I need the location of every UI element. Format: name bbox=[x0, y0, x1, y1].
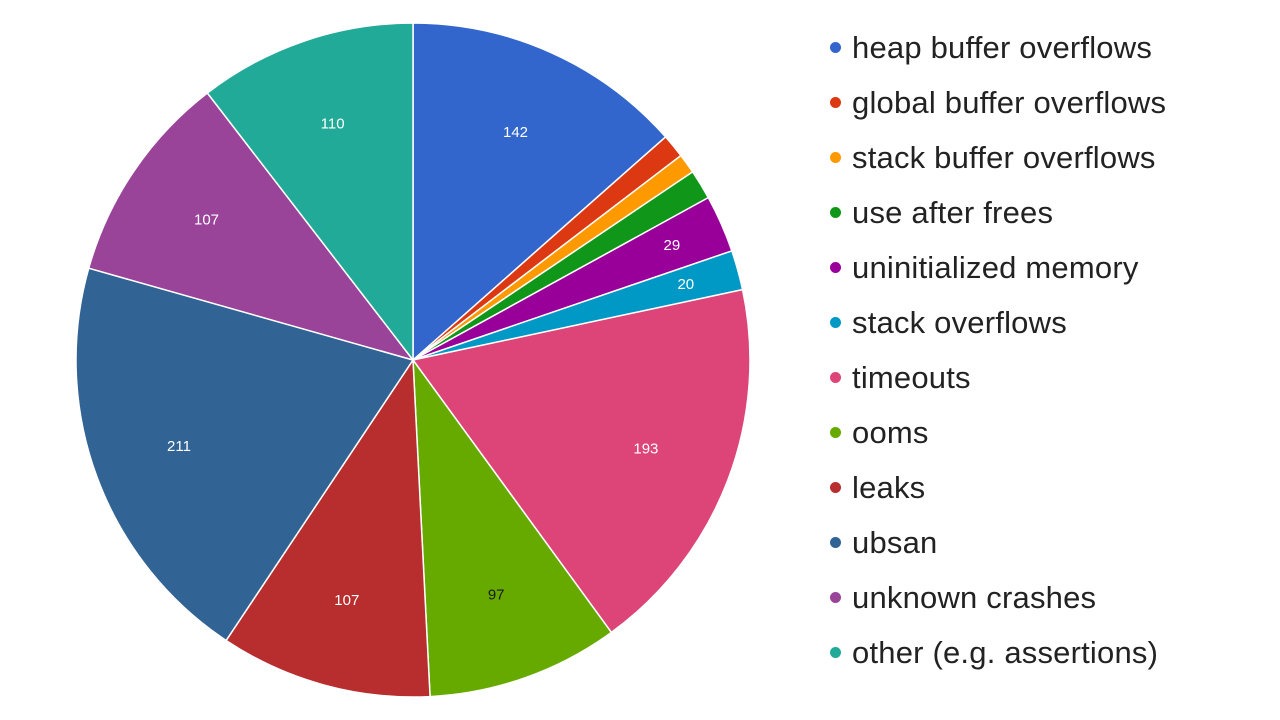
legend-item-stack-buffer-overflows: stack buffer overflows bbox=[830, 130, 1275, 185]
slice-value-label: 97 bbox=[488, 587, 505, 604]
pie-slice-leaks bbox=[225, 357, 431, 698]
legend-item-other: other (e.g. assertions) bbox=[830, 625, 1275, 680]
legend-label: global buffer overflows bbox=[852, 84, 1167, 120]
legend-item-timeouts: timeouts bbox=[830, 350, 1275, 405]
legend-label: use after frees bbox=[852, 194, 1054, 230]
slice-value-label: 142 bbox=[503, 124, 528, 141]
legend-dot-icon bbox=[830, 207, 841, 218]
legend-label: stack buffer overflows bbox=[852, 139, 1156, 175]
legend-label: timeouts bbox=[852, 359, 971, 395]
legend-dot-icon bbox=[830, 427, 841, 438]
legend-label: heap buffer overflows bbox=[852, 29, 1153, 65]
legend-dot-icon bbox=[830, 42, 841, 53]
legend-item-global-buffer-overflows: global buffer overflows bbox=[830, 75, 1275, 130]
legend-dot-icon bbox=[830, 372, 841, 383]
legend-dot-icon bbox=[830, 317, 841, 328]
pie-slice-labels: 142 29 20 193 97 107 211 107 110 bbox=[167, 115, 694, 609]
legend-label: leaks bbox=[852, 469, 926, 505]
legend-item-stack-overflows: stack overflows bbox=[830, 295, 1275, 350]
pie-slice-heap-buffer-overflows bbox=[412, 22, 667, 362]
pie-slices bbox=[75, 22, 751, 698]
slice-value-label: 193 bbox=[633, 441, 658, 458]
legend-dot-icon bbox=[830, 482, 841, 493]
slice-value-label: 107 bbox=[334, 592, 359, 609]
legend-item-leaks: leaks bbox=[830, 460, 1275, 515]
chart-legend: heap buffer overflows global buffer over… bbox=[830, 20, 1275, 680]
legend-dot-icon bbox=[830, 97, 841, 108]
legend-dot-icon bbox=[830, 592, 841, 603]
legend-item-heap-buffer-overflows: heap buffer overflows bbox=[830, 20, 1275, 75]
legend-label: other (e.g. assertions) bbox=[852, 634, 1159, 670]
slice-value-label: 110 bbox=[321, 115, 345, 132]
legend-label: ubsan bbox=[852, 524, 938, 560]
pie-slice-ubsan bbox=[75, 267, 415, 642]
slice-value-label: 107 bbox=[194, 212, 219, 229]
legend-label: uninitialized memory bbox=[852, 249, 1139, 285]
legend-label: ooms bbox=[852, 414, 929, 450]
pie-chart: 142 29 20 193 97 107 211 107 110 bbox=[75, 22, 751, 698]
pie-slice-timeouts bbox=[411, 288, 751, 634]
legend-item-use-after-frees: use after frees bbox=[830, 185, 1275, 240]
slice-value-label: 20 bbox=[677, 276, 694, 293]
legend-label: unknown crashes bbox=[852, 579, 1097, 615]
slice-value-label: 211 bbox=[167, 438, 191, 455]
slice-value-label: 29 bbox=[664, 237, 681, 254]
legend-dot-icon bbox=[830, 537, 841, 548]
pie-slice-ooms bbox=[412, 357, 613, 698]
legend-dot-icon bbox=[830, 262, 841, 273]
pie-slice-other-e-g-assertions bbox=[206, 22, 414, 363]
legend-dot-icon bbox=[830, 152, 841, 163]
legend-item-uninitialized-memory: uninitialized memory bbox=[830, 240, 1275, 295]
legend-label: stack overflows bbox=[852, 304, 1067, 340]
legend-item-unknown-crashes: unknown crashes bbox=[830, 570, 1275, 625]
pie-slice-unknown-crashes bbox=[87, 91, 415, 362]
legend-dot-icon bbox=[830, 647, 841, 658]
legend-item-ooms: ooms bbox=[830, 405, 1275, 460]
legend-item-ubsan: ubsan bbox=[830, 515, 1275, 570]
